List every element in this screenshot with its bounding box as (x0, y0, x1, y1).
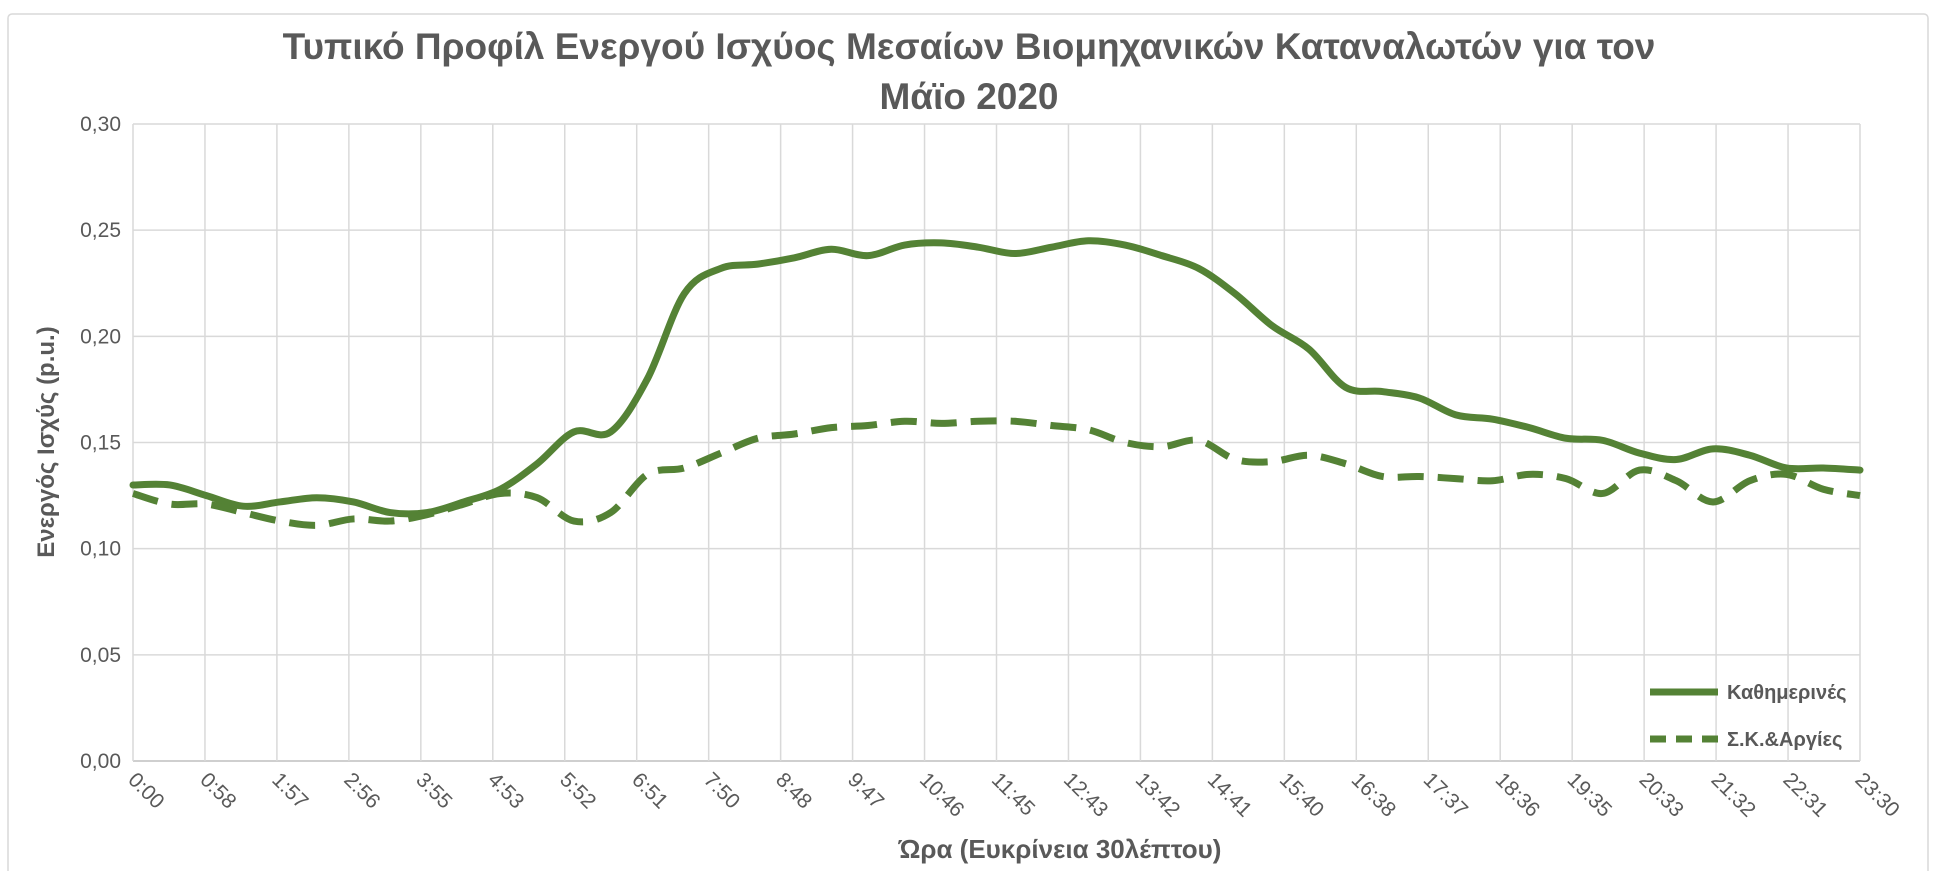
x-tick-label: 0:58 (195, 768, 240, 813)
x-tick-label: 15:40 (1275, 768, 1328, 821)
y-tick-label: 0,25 (80, 219, 121, 242)
x-tick-label: 4:53 (483, 768, 528, 813)
y-tick-label: 0,15 (80, 432, 121, 455)
x-tick-label: 14:41 (1203, 768, 1256, 821)
x-tick-label: 20:33 (1635, 768, 1688, 821)
x-tick-label: 17:37 (1419, 768, 1472, 821)
y-tick-label: 0,20 (80, 325, 121, 348)
chart-border (7, 13, 1929, 871)
x-tick-label: 2:56 (339, 768, 384, 813)
legend-label: Σ.Κ.&Αργίες (1727, 729, 1842, 751)
x-tick-label: 10:46 (915, 768, 968, 821)
x-tick-label: 19:35 (1563, 768, 1616, 821)
x-tick-label: 6:51 (627, 768, 672, 813)
y-tick-label: 0,30 (80, 113, 121, 136)
x-tick-label: 11:45 (987, 768, 1039, 820)
x-tick-label: 18:36 (1491, 768, 1544, 821)
x-tick-label: 8:48 (771, 768, 816, 813)
y-tick-label: 0,00 (80, 750, 121, 773)
x-tick-label: 13:42 (1131, 768, 1184, 821)
legend-label: Καθημερινές (1727, 682, 1847, 704)
x-tick-label: 5:52 (555, 768, 600, 813)
x-tick-label: 9:47 (843, 768, 888, 813)
x-tick-label: 3:55 (411, 768, 456, 813)
series-line (131, 417, 1861, 529)
y-tick-label: 0,10 (80, 538, 121, 561)
x-tick-label: 7:50 (699, 768, 744, 813)
x-tick-label: 12:43 (1059, 768, 1112, 821)
x-tick-label: 23:30 (1850, 768, 1903, 821)
x-tick-label: 21:32 (1707, 768, 1760, 821)
chart-title: Τυπικό Προφίλ Ενεργού Ισχύος Μεσαίων Βιο… (282, 26, 1656, 117)
x-tick-label: 1:57 (267, 768, 312, 813)
y-axis-title: Ενεργός Ισχύς (p.u.) (33, 326, 60, 557)
x-axis-title: Ώρα (Ευκρίνεια 30λέπτου) (898, 834, 1222, 864)
x-tick-label: 16:38 (1347, 768, 1400, 821)
x-tick-label: 0:00 (123, 768, 168, 813)
x-tick-label: 22:31 (1779, 768, 1832, 821)
y-tick-label: 0,05 (80, 644, 121, 667)
